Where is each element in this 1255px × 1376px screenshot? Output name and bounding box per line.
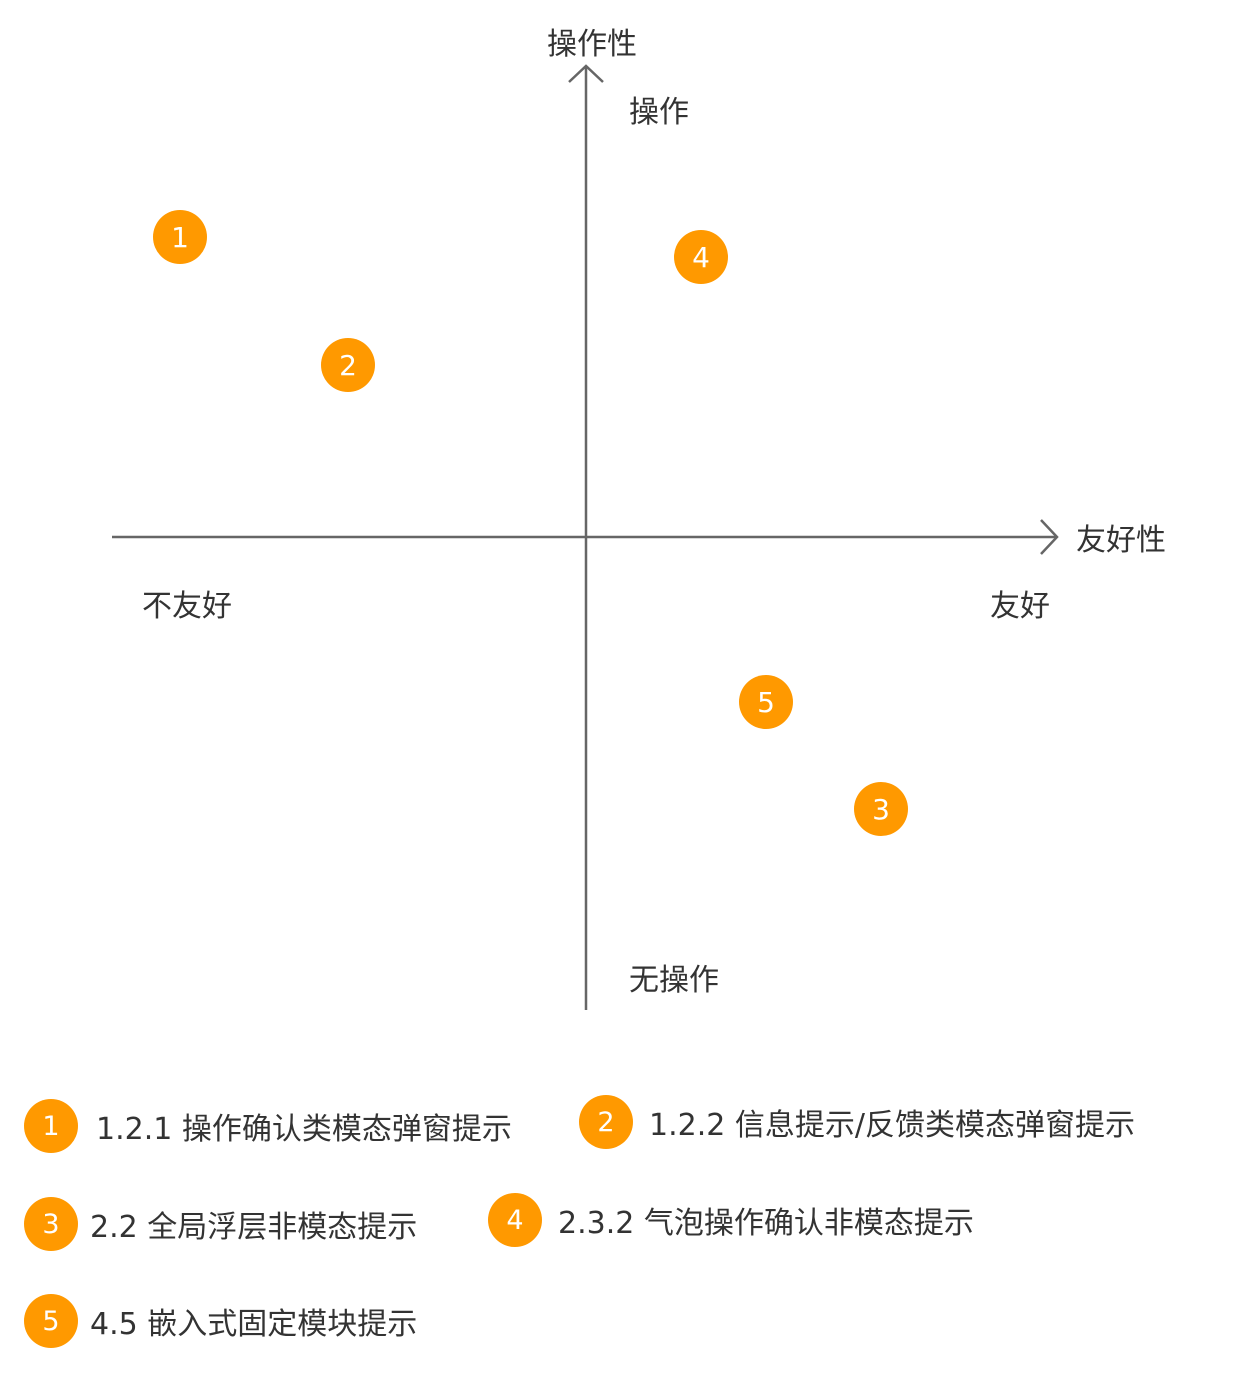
marker-1-dot <box>153 210 207 264</box>
x-axis-title: 友好性 <box>1076 523 1166 558</box>
marker-1: 1 <box>153 210 207 264</box>
marker-4-dot <box>674 230 728 284</box>
legend-label-1: 1.2.1 操作确认类模态弹窗提示 <box>96 1112 512 1147</box>
bottom-label: 无操作 <box>629 963 719 998</box>
marker-2-number: 2 <box>339 349 357 382</box>
legend-item-4: 4 2.3.2 气泡操作确认非模态提示 <box>488 1192 974 1248</box>
marker-2-dot <box>321 338 375 392</box>
marker-4: 4 <box>674 230 728 284</box>
left-label: 不友好 <box>142 589 232 624</box>
marker-5-number: 5 <box>757 686 775 719</box>
marker-3: 3 <box>854 782 908 836</box>
legend-item-2: 2 1.2.2 信息提示/反馈类模态弹窗提示 <box>579 1094 1135 1150</box>
marker-5-dot <box>739 675 793 729</box>
legend-item-1: 1 1.2.1 操作确认类模态弹窗提示 <box>24 1098 512 1154</box>
marker-5: 5 <box>739 675 793 729</box>
legend-item-5: 5 4.5 嵌入式固定模块提示 <box>24 1293 417 1349</box>
marker-2: 2 <box>321 338 375 392</box>
legend-label-5: 4.5 嵌入式固定模块提示 <box>90 1307 418 1342</box>
legend-badge-4: 4 <box>488 1193 542 1247</box>
top-label: 操作 <box>629 95 689 130</box>
y-axis-title: 操作性 <box>547 27 637 62</box>
marker-3-number: 3 <box>872 793 890 826</box>
x-axis-arrowhead <box>1040 519 1059 555</box>
marker-1-number: 1 <box>171 221 189 254</box>
legend-badge-5: 5 <box>24 1294 78 1348</box>
legend-item-3: 3 2.2 全局浮层非模态提示 <box>24 1196 417 1252</box>
legend-label-4: 2.3.2 气泡操作确认非模态提示 <box>558 1206 974 1241</box>
legend-badge-1: 1 <box>24 1099 78 1153</box>
right-label: 友好 <box>990 589 1050 624</box>
legend-label-2: 1.2.2 信息提示/反馈类模态弹窗提示 <box>649 1108 1135 1143</box>
legend-badge-2: 2 <box>579 1095 633 1149</box>
legend-badge-3: 3 <box>24 1197 78 1251</box>
y-axis-arrowhead <box>568 64 604 83</box>
marker-3-dot <box>854 782 908 836</box>
quadrant-diagram: 操作性 友好性 操作 无操作 不友好 友好 1 2 3 4 5 <box>112 27 1166 1010</box>
marker-4-number: 4 <box>692 241 710 274</box>
legend-label-3: 2.2 全局浮层非模态提示 <box>90 1210 418 1245</box>
